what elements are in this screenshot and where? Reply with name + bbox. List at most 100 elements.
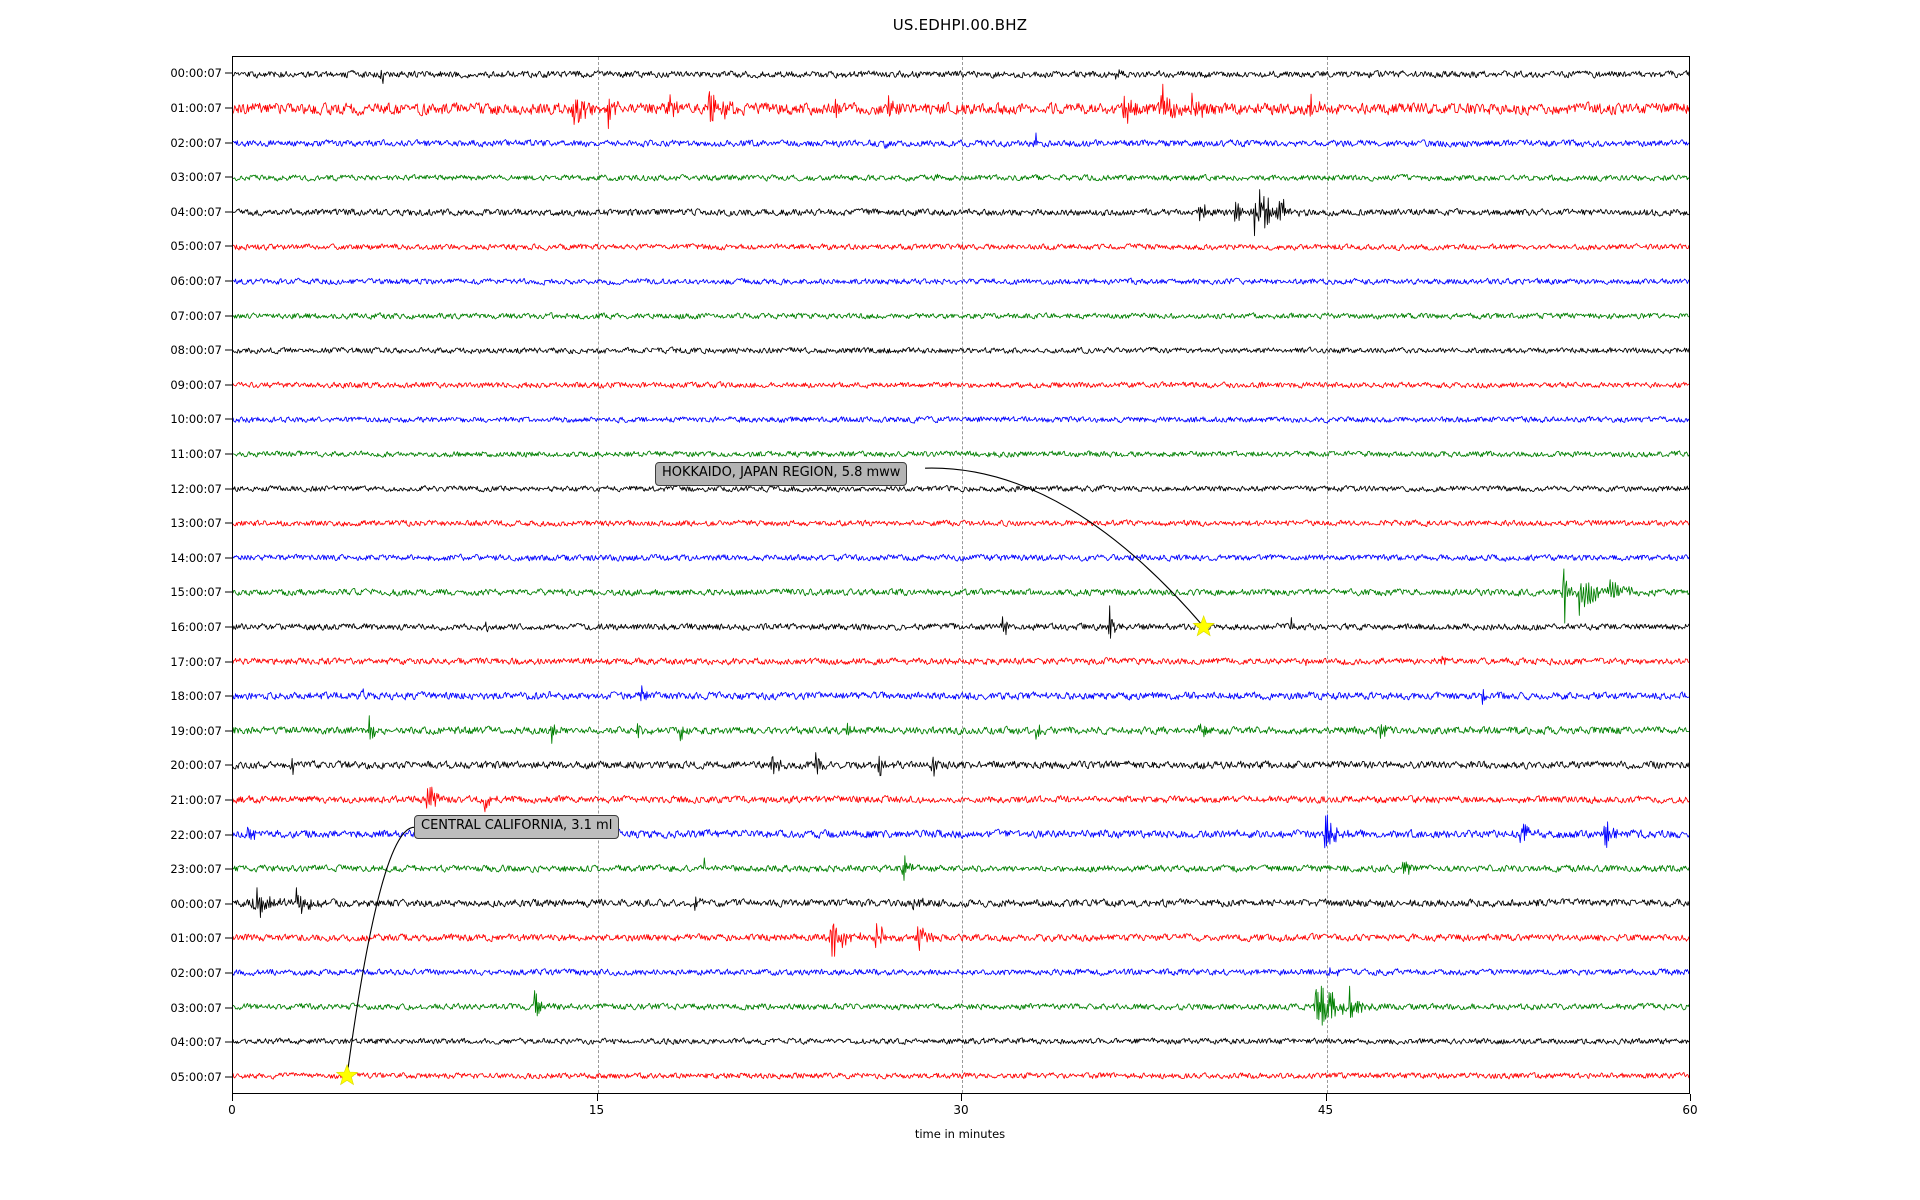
seismic-traces-layer <box>233 69 1689 1080</box>
y-axis-tick-label: 19:00:07 <box>170 723 222 738</box>
x-axis-label: time in minutes <box>914 1127 1006 1141</box>
y-axis-tick-label: 01:00:07 <box>170 931 222 946</box>
trace-row-26 <box>233 967 1689 977</box>
x-axis-tick-label: 15 <box>588 1103 605 1117</box>
y-axis-tick-mark <box>225 661 233 662</box>
trace-row-29 <box>233 1071 1689 1080</box>
y-axis-tick-mark <box>225 211 233 213</box>
x-axis-tick-label: 45 <box>1317 1103 1334 1117</box>
y-axis-tick-mark <box>225 349 233 351</box>
trace-row-20 <box>233 752 1689 777</box>
trace-row-5 <box>233 243 1689 251</box>
plot-axes-frame <box>232 56 1690 1094</box>
trace-row-23 <box>233 855 1689 881</box>
y-axis-tick-mark <box>225 591 233 593</box>
trace-row-4 <box>233 189 1689 237</box>
y-axis-tick-mark <box>225 799 233 801</box>
event-annotation-label-central-california[interactable]: CENTRAL CALIFORNIA, 3.1 ml <box>414 815 620 839</box>
y-axis-tick-mark <box>225 418 233 420</box>
trace-row-8 <box>233 346 1689 355</box>
trace-row-7 <box>233 312 1689 320</box>
trace-row-6 <box>233 277 1689 286</box>
y-axis-tick-mark <box>225 764 233 766</box>
y-axis-tick-label: 13:00:07 <box>170 516 222 531</box>
y-axis-tick-label: 20:00:07 <box>170 758 222 773</box>
trace-row-27 <box>233 985 1689 1026</box>
y-axis-tick-label: 11:00:07 <box>170 446 222 461</box>
trace-row-19 <box>233 715 1689 744</box>
y-axis-tick-mark <box>225 384 233 386</box>
y-axis-tick-label: 21:00:07 <box>170 792 222 807</box>
trace-row-25 <box>233 923 1689 957</box>
y-axis-tick-mark <box>225 730 233 732</box>
y-axis-tick-label: 04:00:07 <box>170 1035 222 1050</box>
y-axis-tick-label: 00:00:07 <box>170 66 222 81</box>
trace-row-9 <box>233 381 1689 389</box>
y-axis-tick-mark <box>225 522 233 524</box>
trace-row-1 <box>233 83 1689 130</box>
trace-row-10 <box>233 415 1689 424</box>
y-axis-tick-mark <box>225 315 233 316</box>
y-axis-tick-label: 17:00:07 <box>170 654 222 669</box>
y-axis-tick-label: 05:00:07 <box>170 1069 222 1084</box>
trace-row-0 <box>233 69 1689 85</box>
trace-row-28 <box>233 1037 1689 1045</box>
trace-row-13 <box>233 519 1689 527</box>
y-axis-tick-label: 01:00:07 <box>170 100 222 115</box>
y-axis-tick-label: 23:00:07 <box>170 862 222 877</box>
x-axis-tick-mark <box>596 1094 598 1101</box>
y-axis-tick-label: 02:00:07 <box>170 135 222 150</box>
y-axis-tick-label: 09:00:07 <box>170 377 222 392</box>
trace-row-16 <box>233 605 1689 639</box>
y-axis-tick-label: 18:00:07 <box>170 689 222 704</box>
x-axis-tick-mark <box>1690 1094 1691 1101</box>
y-axis-tick-label: 12:00:07 <box>170 481 222 496</box>
y-axis-tick-mark <box>225 1076 233 1078</box>
y-axis-tick-mark <box>225 903 233 905</box>
y-axis-tick-label: 07:00:07 <box>170 308 222 323</box>
y-axis-tick-label: 15:00:07 <box>170 585 222 600</box>
y-axis-tick-mark <box>225 142 233 143</box>
gridline-45min <box>1326 57 1328 1093</box>
event-annotation-label-hokkaido[interactable]: HOKKAIDO, JAPAN REGION, 5.8 mww <box>655 462 908 486</box>
y-axis-tick-label: 03:00:07 <box>170 1000 222 1015</box>
y-axis-tick-mark <box>225 557 233 559</box>
trace-row-21 <box>233 786 1689 813</box>
x-axis-tick-mark <box>961 1094 962 1101</box>
y-axis-tick-label: 10:00:07 <box>170 412 222 427</box>
y-axis-tick-label: 06:00:07 <box>170 273 222 288</box>
x-axis-tick-mark <box>1325 1094 1327 1101</box>
y-axis-tick-label: 02:00:07 <box>170 965 222 980</box>
y-axis-tick-mark <box>225 107 233 109</box>
y-axis-tick-label: 00:00:07 <box>170 896 222 911</box>
x-axis-tick-mark <box>232 1094 233 1101</box>
y-axis-tick-mark <box>225 972 233 974</box>
y-axis-tick-mark <box>225 834 233 835</box>
trace-row-11 <box>233 450 1689 458</box>
y-axis-tick-mark <box>225 245 233 247</box>
y-axis-tick-mark <box>225 72 233 74</box>
y-axis-tick-label: 08:00:07 <box>170 343 222 358</box>
trace-row-3 <box>233 173 1689 182</box>
trace-row-2 <box>233 132 1689 149</box>
y-axis-tick-mark <box>225 626 233 628</box>
page-title: US.EDHPI.00.BHZ <box>892 16 1028 34</box>
trace-row-24 <box>233 887 1689 919</box>
y-axis-tick-label: 14:00:07 <box>170 550 222 565</box>
y-axis-tick-label: 03:00:07 <box>170 170 222 185</box>
y-axis-tick-mark <box>225 1007 233 1008</box>
trace-row-12 <box>233 484 1689 493</box>
x-axis-tick-label: 30 <box>953 1103 969 1117</box>
y-axis-tick-label: 22:00:07 <box>170 827 222 842</box>
trace-row-18 <box>233 685 1689 705</box>
y-axis-tick-mark <box>225 937 233 939</box>
trace-row-14 <box>233 553 1689 562</box>
y-axis-tick-label: 04:00:07 <box>170 204 222 219</box>
y-axis-tick-mark <box>225 1041 233 1043</box>
y-axis-tick-mark <box>225 488 233 489</box>
x-axis-tick-label: 0 <box>228 1103 236 1117</box>
y-axis-tick-mark <box>225 868 233 870</box>
y-axis-tick-mark <box>225 176 233 178</box>
trace-row-15 <box>233 568 1689 624</box>
